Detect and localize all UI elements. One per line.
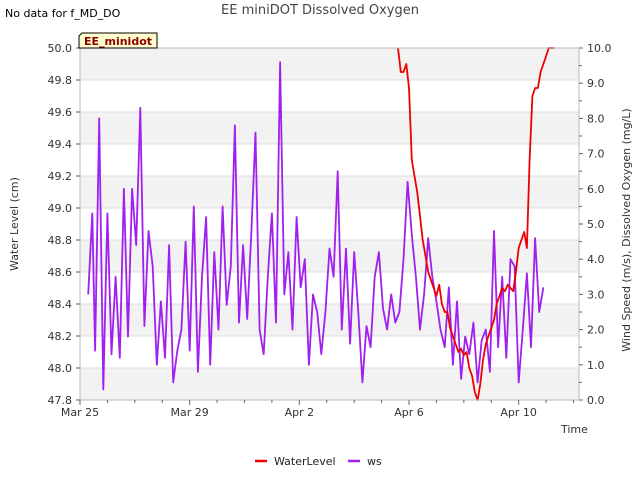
y-left-tick-label: 49.6 <box>48 106 73 119</box>
station-label-box: EE_minidot <box>78 32 158 49</box>
y-right-tick-label: 8.0 <box>587 112 605 125</box>
series-line-ws <box>87 61 545 391</box>
y-right-tick-label: 4.0 <box>587 253 605 266</box>
y-right-tick-label: 7.0 <box>587 148 605 161</box>
y-left-tick-label: 48.0 <box>48 362 73 375</box>
station-label-bg <box>78 32 158 49</box>
x-tick-label: Apr 10 <box>500 406 537 419</box>
y-left-tick-label: 48.2 <box>48 330 73 343</box>
plot-band <box>80 176 579 208</box>
y-left-tick-label: 49.4 <box>48 138 73 151</box>
plot-bands <box>80 48 579 400</box>
y-right-tick-label: 2.0 <box>587 324 605 337</box>
no-data-note: No data for f_MD_DO <box>5 7 121 20</box>
x-axis-label: Time <box>560 423 588 436</box>
x-axis: Mar 25 Mar 29 Apr 2 Apr 6 Apr 10 <box>61 400 575 419</box>
y-axis-left: 47.8 48.0 48.2 48.4 48.6 48.8 49.0 49.2 49.4 49.6… <box>48 42 80 407</box>
y-axis-left-label: Water Level (cm) <box>8 177 21 271</box>
y-left-tick-label: 48.8 <box>48 234 73 247</box>
legend: WaterLevel ws <box>255 455 382 468</box>
station-label: EE_minidot <box>84 35 152 48</box>
legend-label-waterlevel: WaterLevel <box>274 455 336 468</box>
y-axis-right-label: Wind Speed (m/s), Dissolved Oxygen (mg/L… <box>620 108 633 351</box>
y-right-tick-label: 9.0 <box>587 77 605 90</box>
y-axis-right: 0.0 1.0 2.0 3.0 4.0 5.0 6.0 7.0 8.0 9.0 10.0 <box>579 42 612 407</box>
chart-title: EE miniDOT Dissolved Oxygen <box>221 3 419 18</box>
plot-frame <box>79 47 580 401</box>
y-left-tick-label: 49.8 <box>48 74 73 87</box>
x-tick-label: Mar 29 <box>171 406 209 419</box>
plot-band <box>80 48 579 80</box>
y-left-tick-label: 47.8 <box>48 394 73 407</box>
plot-band <box>80 112 579 144</box>
y-left-tick-label: 48.6 <box>48 266 73 279</box>
y-left-tick-label: 49.2 <box>48 170 73 183</box>
y-right-tick-label: 3.0 <box>587 288 605 301</box>
x-tick-label: Apr 6 <box>394 406 424 419</box>
plot-band <box>80 368 579 400</box>
series-layer <box>87 47 555 401</box>
y-left-tick-label: 50.0 <box>48 42 73 55</box>
legend-label-ws: ws <box>367 455 382 468</box>
y-left-tick-label: 49.0 <box>48 202 73 215</box>
gridlines <box>80 47 579 401</box>
x-tick-label: Mar 25 <box>61 406 99 419</box>
y-right-tick-label: 1.0 <box>587 359 605 372</box>
y-right-tick-label: 0.0 <box>587 394 605 407</box>
x-tick-label: Apr 2 <box>285 406 315 419</box>
y-left-tick-label: 48.4 <box>48 298 73 311</box>
y-right-tick-label: 5.0 <box>587 218 605 231</box>
series-line-waterlevel <box>397 47 555 401</box>
y-right-tick-label: 10.0 <box>587 42 612 55</box>
y-right-tick-label: 6.0 <box>587 183 605 196</box>
